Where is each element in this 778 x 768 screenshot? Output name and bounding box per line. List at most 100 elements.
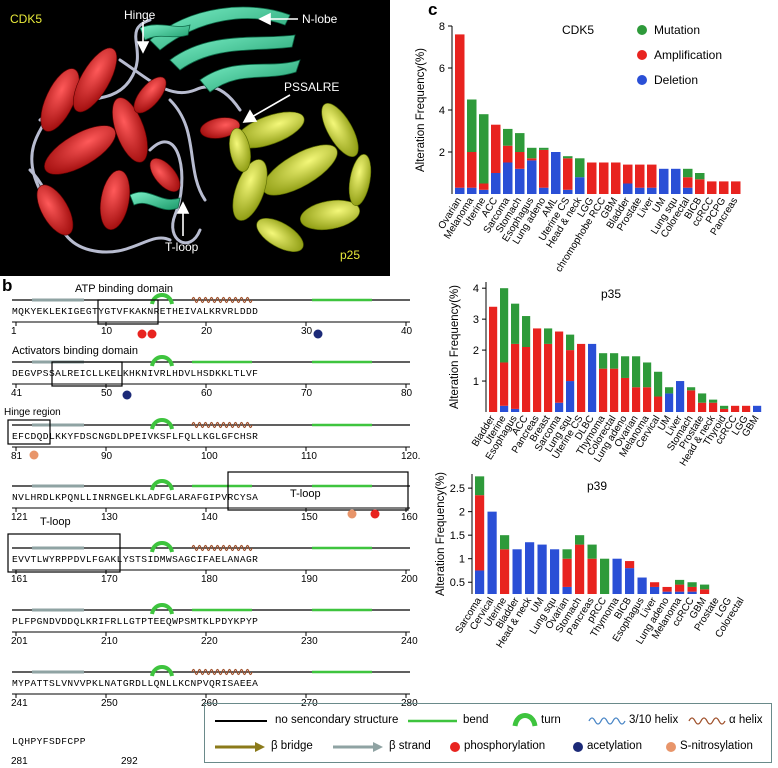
bar-amplification (635, 164, 645, 188)
bar-amplification (500, 362, 509, 406)
bar-deletion (635, 187, 645, 194)
bar-deletion (475, 570, 485, 594)
bar-amplification (566, 350, 575, 382)
bar-amplification (632, 387, 641, 412)
bar-mutation (479, 114, 489, 184)
bar-deletion (662, 591, 672, 594)
y-axis-label: Alteration Frequency(%) (449, 285, 461, 409)
bar-amplification (731, 405, 740, 412)
bar-deletion (479, 189, 489, 194)
residue-number: 90 (101, 451, 113, 462)
residue-number: 60 (201, 388, 213, 399)
bar-amplification (467, 152, 477, 188)
bar-mutation (621, 356, 630, 378)
bar-amplification (475, 495, 485, 571)
bar-mutation (643, 362, 652, 388)
bar-deletion (562, 586, 572, 594)
bar-amplification (511, 343, 520, 409)
y-tick-label: 2.5 (450, 483, 465, 495)
t-loop-bottom-label: T-loop (40, 516, 71, 528)
bar-amplification (522, 347, 531, 412)
legend-no-ss: no sencondary structure (275, 714, 399, 726)
bar-deletion (650, 586, 660, 594)
y-tick-label: 4 (439, 105, 445, 117)
bar-amplification (621, 377, 630, 412)
y-tick-label: 1.5 (450, 530, 465, 542)
residue-number: 70 (301, 388, 313, 399)
sequence-row-5: EVVTLWYRPPDVLFGAKLYSTSIDMWSAGCIFAELANAGR (12, 554, 259, 565)
bar-deletion (566, 381, 575, 412)
turn-mark (150, 293, 174, 305)
bar-deletion (511, 408, 520, 412)
bar-mutation (709, 399, 718, 403)
s-nitrosylation-dot (29, 450, 39, 460)
bar-amplification (533, 328, 542, 412)
bar-amplification (515, 152, 525, 169)
sequence-row-2: DEGVPSSALREICLLKELKHKNIVRLHDVLHSDKKLTLVF (12, 368, 259, 379)
bar-amplification (650, 582, 660, 587)
bar-mutation (500, 535, 510, 550)
legend-310-helix: 3/10 helix (629, 714, 679, 726)
bar-amplification (662, 586, 672, 592)
bar-amplification (707, 181, 717, 194)
bar-amplification (742, 405, 751, 412)
turn-mark (150, 418, 174, 430)
legend-alpha-helix: α helix (729, 714, 763, 726)
y-tick-label: 3 (473, 314, 479, 326)
legend-beta-bridge: β bridge (271, 740, 313, 752)
bar-amplification (500, 549, 510, 594)
bar-mutation (467, 99, 477, 152)
phosphorylation-dot (147, 329, 157, 339)
residue-number: 130 (101, 512, 118, 523)
n-lobe-label: N-lobe (302, 12, 338, 26)
bar-mutation (665, 387, 674, 394)
bar-deletion (467, 187, 477, 194)
bar-amplification (489, 306, 498, 412)
secondary-structure-legend: no sencondary structure bend turn 3/10 h… (204, 703, 772, 763)
legend-label-amplification: Amplification (654, 48, 722, 62)
bar-mutation (515, 133, 525, 152)
legend-dot-mutation (637, 25, 647, 35)
bar-mutation (522, 316, 531, 347)
bar-mutation (654, 371, 663, 397)
bar-mutation (475, 476, 485, 496)
bar-deletion (612, 558, 622, 594)
residue-number: 81 (11, 451, 23, 462)
bar-amplification (675, 584, 685, 592)
bar-deletion (555, 402, 564, 412)
bar-deletion (512, 549, 522, 594)
bar-amplification (527, 158, 537, 161)
residue-number: 250 (101, 698, 118, 709)
residue-number: 120. (401, 451, 421, 462)
bar-amplification (623, 164, 633, 184)
legend-s-nitrosylation: S-nitrosylation (680, 740, 753, 752)
bar-amplification (599, 162, 609, 194)
bar-deletion (539, 187, 549, 194)
hinge-label: Hinge (124, 8, 156, 22)
bar-mutation (503, 128, 513, 146)
legend-label-deletion: Deletion (654, 73, 698, 87)
sequence-row-1: MQKYEKLEKIGEGTYGTVFKAKNRETHEIVALKRVRLDDD (12, 306, 259, 317)
bar-deletion (625, 568, 635, 594)
bar-mutation (695, 173, 705, 180)
residue-number: 200 (401, 574, 418, 585)
bar-amplification (539, 149, 549, 188)
bar-amplification (555, 331, 564, 403)
bar-deletion (683, 187, 693, 194)
phosphorylation-dot (370, 509, 380, 519)
residue-number: 180 (201, 574, 218, 585)
sequence-row-4: NVLHRDLKPQNLLINRNGELKLADFGLARAFGIPVRCYSA (12, 492, 259, 503)
legend-bend: bend (463, 714, 489, 726)
chart-title: p39 (587, 479, 607, 493)
panel-label-b: b (2, 276, 13, 295)
bar-mutation (587, 544, 597, 559)
bar-amplification (643, 387, 652, 412)
residue-number: 20 (201, 326, 213, 337)
atp-domain-box (97, 299, 159, 325)
bar-mutation (600, 558, 610, 594)
bar-amplification (720, 408, 729, 412)
residue-number: 1 (11, 326, 17, 337)
residue-number: 170 (101, 574, 118, 585)
residue-number: 160 (401, 512, 418, 523)
bar-deletion (575, 177, 585, 194)
